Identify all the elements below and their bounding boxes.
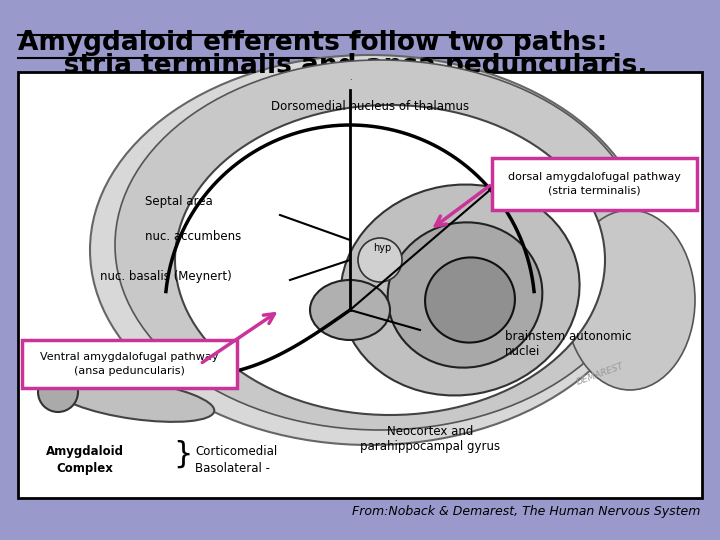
Text: Neocortex and
parahippocampal gyrus: Neocortex and parahippocampal gyrus xyxy=(360,425,500,453)
Text: DEMAREST: DEMAREST xyxy=(575,361,625,387)
Ellipse shape xyxy=(175,105,605,415)
Ellipse shape xyxy=(310,280,390,340)
Text: Complex: Complex xyxy=(57,462,114,475)
Text: From:Noback & Demarest, The Human Nervous System: From:Noback & Demarest, The Human Nervou… xyxy=(351,505,700,518)
Text: Amygdaloid: Amygdaloid xyxy=(46,445,124,458)
Text: Amygdaloid efferents follow two paths:: Amygdaloid efferents follow two paths: xyxy=(18,30,607,56)
Bar xyxy=(18,72,702,498)
Text: Dorsomedial nucleus of thalamus: Dorsomedial nucleus of thalamus xyxy=(271,100,469,113)
Text: nuc. accumbens: nuc. accumbens xyxy=(145,230,241,243)
Ellipse shape xyxy=(387,222,542,368)
Text: dorsal amygdalofugal pathway
(stria terminalis): dorsal amygdalofugal pathway (stria term… xyxy=(508,172,681,195)
Text: }: } xyxy=(174,440,193,469)
Text: Ventral amygdalofugal pathway
(ansa peduncularis): Ventral amygdalofugal pathway (ansa pedu… xyxy=(40,353,219,376)
FancyBboxPatch shape xyxy=(22,340,237,388)
Text: nuc. basalis (Meynert): nuc. basalis (Meynert) xyxy=(100,270,232,283)
Ellipse shape xyxy=(341,185,580,395)
Text: Septal area: Septal area xyxy=(145,195,212,208)
Text: hyp: hyp xyxy=(373,243,391,253)
Text: Corticomedial: Corticomedial xyxy=(195,445,277,458)
FancyBboxPatch shape xyxy=(492,158,697,210)
Ellipse shape xyxy=(55,378,215,422)
Text: Basolateral -: Basolateral - xyxy=(195,462,270,475)
Text: brainstem autonomic
nuclei: brainstem autonomic nuclei xyxy=(505,330,631,358)
Circle shape xyxy=(358,238,402,282)
Ellipse shape xyxy=(90,55,650,445)
Text: stria terminalis and ansa peduncularis.: stria terminalis and ansa peduncularis. xyxy=(18,53,647,79)
Text: .: . xyxy=(348,73,351,82)
Circle shape xyxy=(38,372,78,412)
Ellipse shape xyxy=(425,258,515,342)
Text: Olfactory bulb: Olfactory bulb xyxy=(25,355,109,368)
Ellipse shape xyxy=(565,210,695,390)
Ellipse shape xyxy=(115,60,645,430)
